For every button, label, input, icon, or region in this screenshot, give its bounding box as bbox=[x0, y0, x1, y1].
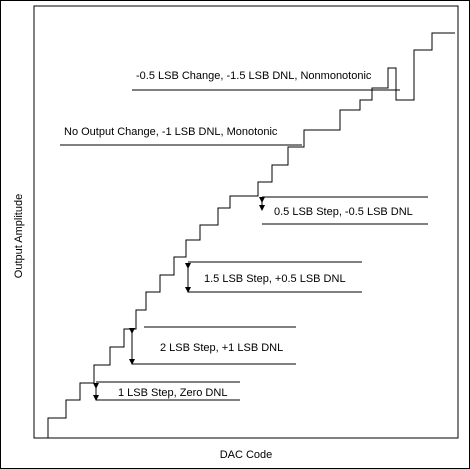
label-one-and-half-lsb-step: 1.5 LSB Step, +0.5 LSB DNL bbox=[204, 273, 346, 285]
label-half-lsb-step: 0.5 LSB Step, -0.5 LSB DNL bbox=[274, 206, 413, 218]
label-nonmonotonic: -0.5 LSB Change, -1.5 LSB DNL, Nonmonoto… bbox=[136, 70, 372, 82]
transfer-staircase bbox=[47, 32, 455, 438]
label-no-output-change: No Output Change, -1 LSB DNL, Monotonic bbox=[64, 126, 278, 138]
y-axis-label: Output Amplitude bbox=[13, 194, 25, 278]
label-one-lsb-step: 1 LSB Step, Zero DNL bbox=[118, 387, 227, 399]
label-two-lsb-step: 2 LSB Step, +1 LSB DNL bbox=[160, 342, 283, 354]
reference-lines bbox=[60, 89, 428, 401]
x-axis-label: DAC Code bbox=[220, 449, 273, 461]
step-arrows bbox=[93, 197, 265, 401]
plot-box bbox=[33, 5, 459, 439]
